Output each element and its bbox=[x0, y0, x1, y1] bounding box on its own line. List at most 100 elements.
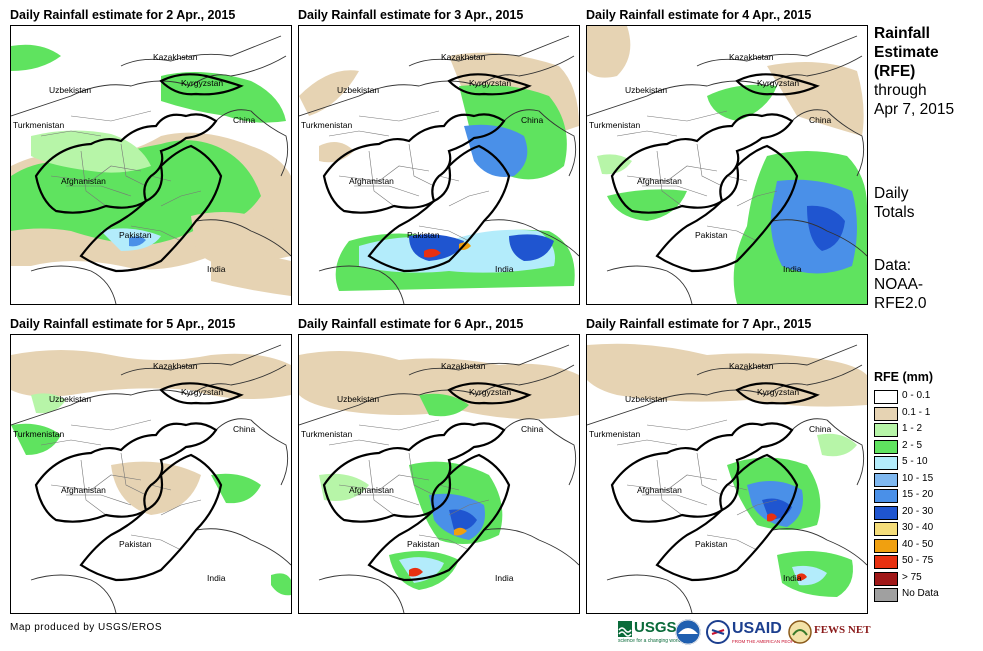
map-label-afghanistan: Afghanistan bbox=[349, 176, 394, 186]
province-border bbox=[328, 130, 390, 137]
legend-swatch bbox=[874, 538, 898, 553]
panel-title: Daily Rainfall estimate for 2 Apr., 2015 bbox=[10, 8, 236, 22]
usaid-wordmark: USAID bbox=[732, 620, 782, 637]
map-frame: Kazakhstan Uzbekistan Kyrgyzstan Turkmenist… bbox=[586, 334, 868, 614]
legend-label: 50 - 75 bbox=[902, 555, 934, 566]
map-label-kyrgyzstan: Kyrgyzstan bbox=[757, 78, 799, 88]
country-outline bbox=[159, 73, 244, 96]
province-border bbox=[616, 130, 678, 137]
map-label-uzbekistan: Uzbekistan bbox=[337, 394, 379, 404]
side-title-2: Estimate bbox=[874, 44, 939, 61]
country-outline bbox=[322, 422, 506, 523]
province-border bbox=[646, 110, 728, 122]
legend-label: 40 - 50 bbox=[902, 538, 934, 550]
panel-title: Daily Rainfall estimate for 5 Apr., 2015 bbox=[10, 317, 236, 331]
province-border bbox=[70, 110, 152, 122]
country-border bbox=[483, 528, 579, 566]
rainfall-area bbox=[271, 573, 291, 596]
province-border bbox=[66, 185, 132, 197]
country-border bbox=[120, 35, 282, 67]
province-border bbox=[626, 165, 718, 182]
legend-label: 5 - 10 bbox=[902, 456, 928, 467]
map-label-pakistan: Pakistan bbox=[407, 539, 440, 549]
legend-label: 0 - 0.1 bbox=[902, 390, 931, 401]
province-border bbox=[656, 459, 683, 516]
province-border bbox=[736, 499, 778, 516]
province-border bbox=[642, 494, 708, 506]
side-data-source: Data: NOAA- RFE2.0 bbox=[874, 256, 927, 313]
panel-title: Daily Rainfall estimate for 6 Apr., 2015 bbox=[298, 317, 524, 331]
side-description: Rainfall Estimate (RFE) through Apr 7, 2… bbox=[874, 24, 954, 119]
side-data-3: RFE2.0 bbox=[874, 295, 927, 312]
province-border bbox=[642, 185, 708, 197]
map-label-kazakhstan: Kazakhstan bbox=[441, 361, 486, 371]
rainfall-area bbox=[587, 26, 631, 78]
province-border bbox=[696, 452, 723, 496]
country-border bbox=[606, 574, 693, 613]
country-border bbox=[606, 265, 693, 304]
map-label-kazakhstan: Kazakhstan bbox=[729, 52, 774, 62]
rainfall-area bbox=[11, 44, 61, 71]
province-border bbox=[696, 143, 723, 187]
map-frame: Kazakhstan Uzbekistan Kyrgyzstan Turkmenist… bbox=[298, 334, 580, 614]
map-label-india: India bbox=[783, 264, 802, 274]
usaid-logo: USAID FROM THE AMERICAN PEOPLE bbox=[706, 618, 799, 646]
map-panel: Daily Rainfall estimate for 6 Apr., 2015… bbox=[298, 317, 580, 615]
map-label-kazakhstan: Kazakhstan bbox=[153, 361, 198, 371]
province-border bbox=[66, 494, 132, 506]
country-outline bbox=[79, 453, 223, 582]
province-border bbox=[408, 452, 435, 496]
country-border bbox=[503, 418, 577, 486]
province-border bbox=[80, 150, 107, 207]
map-label-uzbekistan: Uzbekistan bbox=[49, 394, 91, 404]
rainfall-map: Kazakhstan Uzbekistan Kyrgyzstan Turkmenist… bbox=[587, 26, 867, 304]
legend-swatch bbox=[874, 489, 898, 503]
map-label-turkmenistan: Turkmenistan bbox=[13, 120, 64, 130]
panel-title: Daily Rainfall estimate for 3 Apr., 2015 bbox=[298, 8, 524, 22]
map-label-china: China bbox=[233, 424, 255, 434]
country-outline bbox=[367, 144, 511, 273]
side-data-2: NOAA- bbox=[874, 276, 924, 293]
side-daily-2: Totals bbox=[874, 204, 915, 221]
country-outline bbox=[655, 453, 799, 582]
province-border bbox=[338, 474, 430, 491]
usgs-tagline: science for a changing world bbox=[618, 638, 682, 644]
rainfall-area bbox=[607, 189, 687, 221]
legend-swatch bbox=[874, 522, 898, 536]
rainfall-area bbox=[409, 234, 464, 261]
rainfall-area bbox=[11, 423, 61, 455]
province-border bbox=[358, 419, 440, 431]
legend-label: No Data bbox=[902, 588, 939, 599]
country-border bbox=[318, 574, 405, 613]
map-label-kyrgyzstan: Kyrgyzstan bbox=[469, 387, 511, 397]
side-daily-1: Daily bbox=[874, 185, 909, 202]
country-outline bbox=[655, 144, 799, 273]
country-outline bbox=[159, 382, 244, 405]
province-border bbox=[40, 130, 102, 137]
usgs-logo: USGS science for a changing world bbox=[618, 618, 690, 646]
map-label-china: China bbox=[521, 115, 543, 125]
map-label-kyrgyzstan: Kyrgyzstan bbox=[181, 78, 223, 88]
rainfall-area bbox=[807, 205, 845, 251]
map-frame: Kazakhstan Uzbekistan Kyrgyzstan Turkmenist… bbox=[298, 25, 580, 305]
province-border bbox=[408, 143, 435, 187]
province-border bbox=[358, 110, 440, 122]
rainfall-area bbox=[211, 254, 291, 296]
country-outline bbox=[735, 382, 820, 405]
map-panel: Daily Rainfall estimate for 4 Apr., 2015… bbox=[586, 8, 868, 306]
legend-swatch bbox=[874, 505, 898, 520]
map-label-china: China bbox=[809, 115, 831, 125]
rainfall-map: Kazakhstan Uzbekistan Kyrgyzstan Turkmenist… bbox=[299, 35, 579, 304]
side-data-1: Data: bbox=[874, 257, 912, 274]
country-outline bbox=[610, 422, 794, 523]
country-border bbox=[195, 528, 291, 566]
map-label-afghanistan: Afghanistan bbox=[61, 485, 106, 495]
province-border bbox=[706, 534, 758, 551]
province-border bbox=[626, 474, 718, 491]
legend-label: 30 - 40 bbox=[902, 522, 934, 533]
legend-swatch bbox=[874, 472, 898, 487]
country-border bbox=[195, 219, 291, 257]
rainfall-map: Kazakhstan Uzbekistan Kyrgyzstan Turkmenist… bbox=[11, 344, 291, 613]
side-date: Apr 7, 2015 bbox=[874, 101, 955, 118]
map-label-india: India bbox=[495, 264, 514, 274]
